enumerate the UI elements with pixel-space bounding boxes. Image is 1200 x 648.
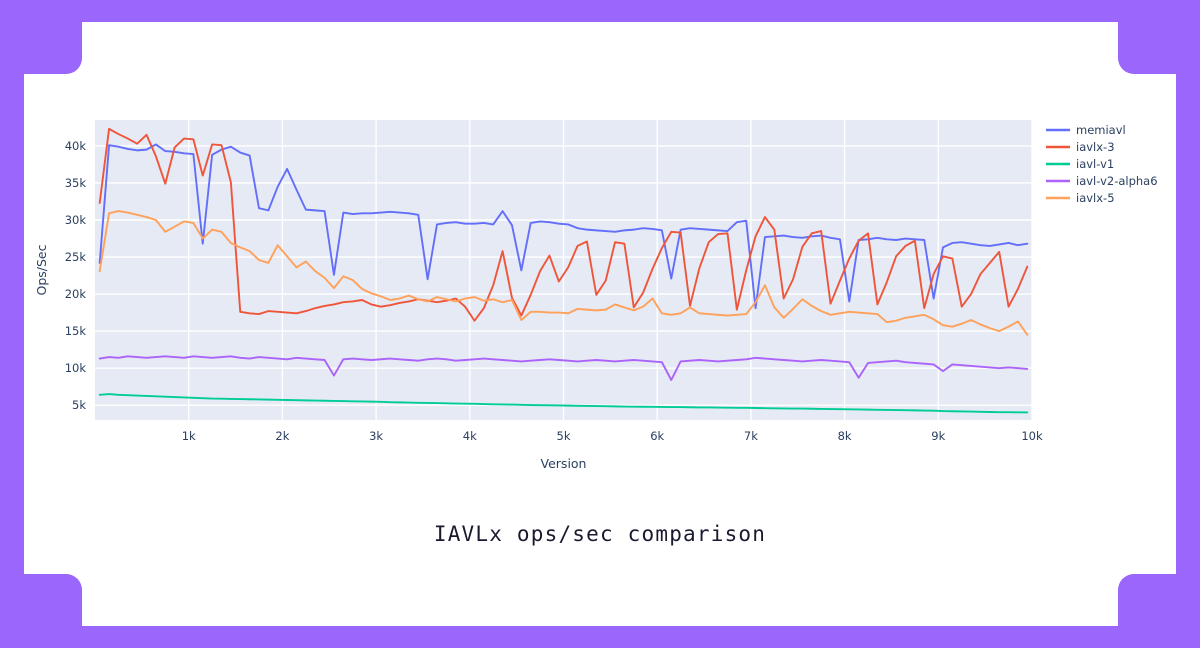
legend-label-iavlx-5[interactable]: iavlx-5 bbox=[1076, 191, 1115, 205]
series-line-memiavl bbox=[98, 143, 1029, 310]
legend-label-iavl-v2-alpha6[interactable]: iavl-v2-alpha6 bbox=[1076, 174, 1158, 188]
y-tick-label: 25k bbox=[65, 250, 87, 264]
x-tick-label: 5k bbox=[557, 429, 571, 443]
notch-bottom-left bbox=[24, 574, 82, 626]
legend-label-iavlx-3[interactable]: iavlx-3 bbox=[1076, 140, 1115, 154]
x-tick-label: 4k bbox=[463, 429, 477, 443]
chart-caption: IAVLx ops/sec comparison bbox=[433, 522, 767, 546]
x-tick-label: 10k bbox=[1021, 429, 1043, 443]
chart-container: 5k 10k 15k 20k 25k 30k 35k 40k 1k 2k 3k 4k 5k 6k 7k 8k 9… bbox=[24, 22, 1176, 626]
series-line-iavlx-3 bbox=[98, 127, 1029, 322]
y-tick-label: 15k bbox=[65, 324, 87, 338]
legend-label-memiavl[interactable]: memiavl bbox=[1076, 123, 1126, 137]
notch-top-left bbox=[24, 22, 82, 74]
notch-top-right bbox=[1118, 22, 1176, 74]
x-tick-label: 9k bbox=[931, 429, 945, 443]
notch-bottom-right bbox=[1118, 574, 1176, 626]
x-tick-label: 2k bbox=[275, 429, 289, 443]
x-tick-label: 7k bbox=[744, 429, 758, 443]
legend-label-iavl-v1[interactable]: iavl-v1 bbox=[1076, 157, 1114, 171]
y-tick-label: 10k bbox=[65, 361, 87, 375]
x-axis-title: Version bbox=[541, 456, 587, 471]
x-tick-label: 6k bbox=[650, 429, 664, 443]
y-axis-title: Ops/Sec bbox=[34, 244, 49, 295]
y-tick-label: 40k bbox=[65, 139, 87, 153]
series-line-iavl-v1 bbox=[98, 393, 1029, 414]
line-chart: 5k 10k 15k 20k 25k 30k 35k 40k 1k 2k 3k 4k 5k 6k 7k 8k 9… bbox=[34, 120, 1158, 471]
x-tick-label: 3k bbox=[369, 429, 383, 443]
series-line-iavlx-5 bbox=[98, 210, 1029, 336]
x-tick-label: 1k bbox=[182, 429, 196, 443]
y-tick-label: 20k bbox=[65, 287, 87, 301]
series-line-iavl-v2-alpha6 bbox=[98, 355, 1029, 381]
y-tick-label: 5k bbox=[72, 398, 86, 412]
y-tick-label: 30k bbox=[65, 213, 87, 227]
x-tick-label: 8k bbox=[838, 429, 852, 443]
y-tick-label: 35k bbox=[65, 176, 87, 190]
